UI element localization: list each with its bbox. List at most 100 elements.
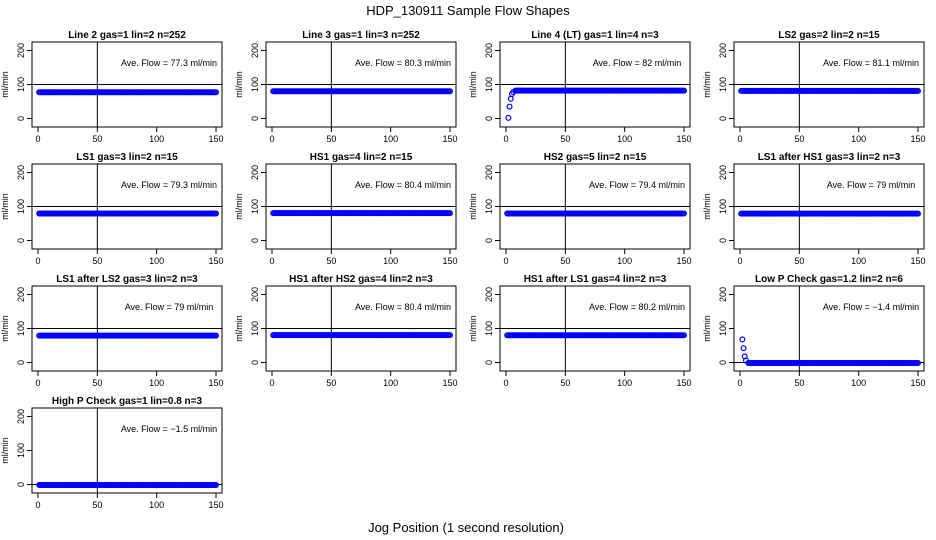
x-tick-label: 50 [92, 256, 102, 266]
x-tick-label: 0 [503, 134, 508, 144]
x-tick-label: 150 [208, 378, 223, 388]
data-points [270, 88, 454, 95]
data-point [742, 357, 749, 364]
y-tick-label: 0 [250, 238, 260, 243]
x-tick-label: 0 [737, 378, 742, 388]
x-tick-label: 50 [560, 134, 570, 144]
y-tick-label: 0 [16, 482, 26, 487]
average-flow-annotation: Ave. Flow = 79 ml/min [125, 302, 214, 312]
y-tick-label: 0 [718, 238, 728, 243]
y-tick-label: 100 [484, 199, 494, 214]
panel-title: HS1 after LS1 gas=4 lin=2 n=3 [524, 274, 667, 285]
y-tick-label: 100 [718, 77, 728, 92]
average-flow-annotation: Ave. Flow = 80.4 ml/min [355, 180, 451, 190]
x-tick-label: 100 [149, 134, 164, 144]
y-tick-label: 100 [250, 199, 260, 214]
panel-11: HS1 after LS1 gas=4 lin=2 n=3 0 50 100 150 0 1… [468, 274, 692, 388]
x-tick-label: 0 [35, 378, 40, 388]
y-tick-label: 200 [250, 165, 260, 180]
panel-7: HS2 gas=5 lin=2 n=15 0 50 100 150 0 100 200 ml/m… [468, 152, 692, 266]
data-point [506, 103, 513, 110]
x-tick-label: 0 [737, 134, 742, 144]
x-tick-label: 50 [326, 134, 336, 144]
y-axis-label: ml/min [0, 315, 10, 342]
y-tick-label: 200 [250, 43, 260, 58]
y-tick-label: 0 [718, 116, 728, 121]
x-tick-label: 100 [149, 378, 164, 388]
y-tick-label: 200 [16, 165, 26, 180]
average-flow-annotation: Ave. Flow = 79.4 ml/min [589, 180, 685, 190]
y-tick-label: 0 [16, 116, 26, 121]
panel-4: LS2 gas=2 lin=2 n=15 0 50 100 150 0 100 200 ml/m… [702, 30, 926, 144]
panel-8: LS1 after HS1 gas=3 lin=2 n=3 0 50 100 150 0 1… [702, 152, 926, 266]
y-tick-label: 200 [718, 43, 728, 58]
data-point [510, 88, 517, 95]
x-tick-label: 0 [35, 500, 40, 510]
data-points [504, 210, 687, 217]
y-tick-label: 200 [250, 287, 260, 302]
x-tick-label: 50 [560, 378, 570, 388]
data-point [213, 210, 220, 217]
x-tick-label: 100 [617, 378, 632, 388]
x-tick-label: 50 [794, 378, 804, 388]
panel-2: Line 3 gas=1 lin=3 n=252 0 50 100 150 0 100 200… [234, 30, 458, 144]
panel-1: Line 2 gas=1 lin=2 n=252 0 50 100 150 0 100 200… [0, 30, 224, 144]
x-tick-label: 50 [92, 378, 102, 388]
panel-title: Line 4 (LT) gas=1 lin=4 n=3 [531, 30, 659, 41]
data-point [914, 87, 921, 94]
y-tick-label: 100 [718, 321, 728, 336]
average-flow-annotation: Ave. Flow = 80.2 ml/min [589, 302, 685, 312]
y-tick-label: 100 [16, 321, 26, 336]
y-tick-label: 0 [16, 238, 26, 243]
y-axis-label: ml/min [468, 315, 478, 342]
average-flow-annotation: Ave. Flow = 79 ml/min [827, 180, 916, 190]
panel-title: High P Check gas=1 lin=0.8 n=3 [52, 396, 203, 407]
data-points [504, 332, 687, 339]
x-tick-label: 100 [149, 256, 164, 266]
x-tick-label: 150 [208, 256, 223, 266]
data-points [738, 87, 921, 94]
y-tick-label: 200 [718, 165, 728, 180]
panel-title: HS1 gas=4 lin=2 n=15 [310, 152, 413, 163]
y-axis-label: ml/min [468, 71, 478, 98]
y-tick-label: 0 [16, 360, 26, 365]
average-flow-annotation: Ave. Flow = −1.4 ml/min [823, 302, 919, 312]
average-flow-annotation: Ave. Flow = 80.3 ml/min [355, 58, 451, 68]
panel-title: LS2 gas=2 lin=2 n=15 [778, 30, 880, 41]
y-tick-label: 200 [484, 287, 494, 302]
panel-title: Low P Check gas=1.2 lin=2 n=6 [755, 274, 903, 285]
y-tick-label: 0 [484, 116, 494, 121]
data-point [680, 332, 687, 339]
data-points [36, 210, 220, 217]
panel-3: Line 4 (LT) gas=1 lin=4 n=3 0 50 100 150 0 100… [468, 30, 692, 144]
panel-grid: Line 2 gas=1 lin=2 n=252 0 50 100 150 0 100 200… [0, 30, 926, 510]
y-tick-label: 0 [484, 360, 494, 365]
x-tick-label: 100 [383, 256, 398, 266]
panel-12: Low P Check gas=1.2 lin=2 n=6 0 50 100 150 0 1… [702, 274, 926, 388]
y-tick-label: 100 [718, 199, 728, 214]
y-tick-label: 200 [718, 287, 728, 302]
x-tick-label: 50 [92, 500, 102, 510]
average-flow-annotation: Ave. Flow = 82 ml/min [593, 58, 682, 68]
x-tick-label: 50 [794, 256, 804, 266]
x-tick-label: 150 [442, 256, 457, 266]
data-points [505, 87, 687, 121]
y-tick-label: 100 [484, 321, 494, 336]
y-tick-label: 0 [718, 360, 728, 365]
y-axis-label: ml/min [468, 193, 478, 220]
x-tick-label: 50 [560, 256, 570, 266]
data-point [505, 114, 512, 121]
x-tick-label: 150 [442, 378, 457, 388]
data-points [36, 89, 220, 96]
y-tick-label: 200 [16, 287, 26, 302]
data-point [213, 332, 220, 339]
y-axis-label: ml/min [702, 71, 712, 98]
x-tick-label: 100 [383, 134, 398, 144]
panel-title: Line 2 gas=1 lin=2 n=252 [68, 30, 186, 41]
average-flow-annotation: Ave. Flow = 77.3 ml/min [121, 58, 217, 68]
data-points [270, 210, 454, 217]
y-tick-label: 0 [250, 116, 260, 121]
average-flow-annotation: Ave. Flow = −1.5 ml/min [121, 424, 217, 434]
x-tick-label: 0 [269, 134, 274, 144]
